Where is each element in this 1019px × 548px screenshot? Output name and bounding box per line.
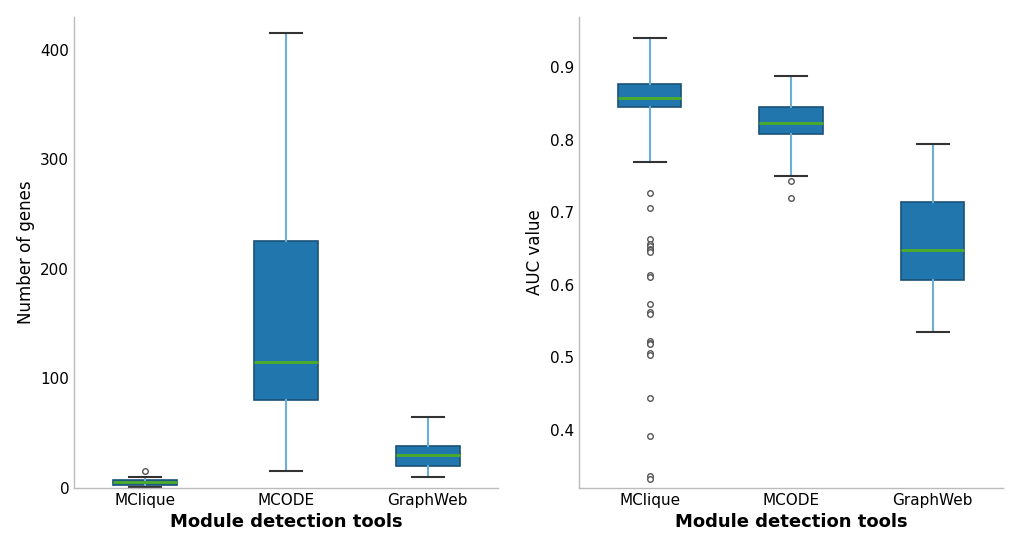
- Y-axis label: Number of genes: Number of genes: [16, 180, 35, 324]
- PathPatch shape: [254, 241, 318, 400]
- Y-axis label: AUC value: AUC value: [526, 209, 544, 295]
- PathPatch shape: [618, 84, 681, 107]
- X-axis label: Module detection tools: Module detection tools: [170, 513, 403, 532]
- PathPatch shape: [900, 202, 964, 280]
- PathPatch shape: [395, 446, 460, 466]
- PathPatch shape: [758, 107, 822, 134]
- X-axis label: Module detection tools: Module detection tools: [675, 513, 907, 532]
- PathPatch shape: [113, 480, 176, 484]
